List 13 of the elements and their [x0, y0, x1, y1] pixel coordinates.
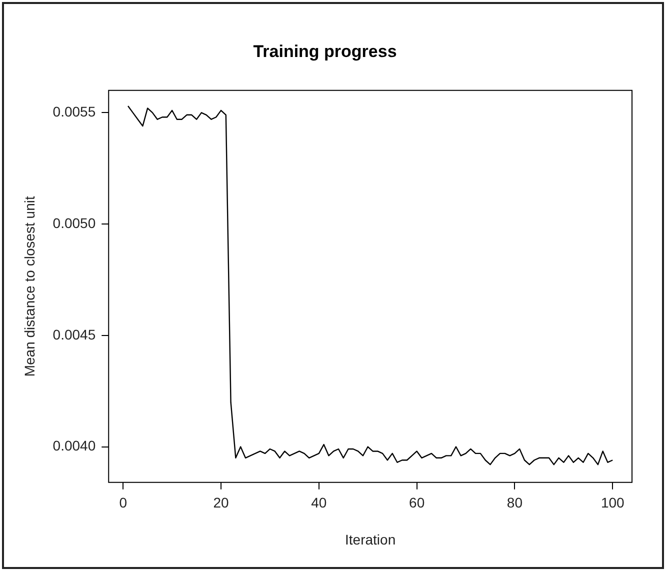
- x-tick-label: 0: [119, 494, 128, 511]
- y-tick-label: 0.0055: [52, 104, 96, 120]
- y-tick-label: 0.0050: [52, 214, 96, 231]
- y-tick-label: 0.0045: [52, 326, 96, 342]
- y-axis-title: Mean distance to closest unit: [21, 196, 38, 377]
- chart-title: Training progress: [253, 42, 397, 61]
- x-tick-label: 60: [409, 494, 425, 511]
- x-tick-label: 100: [600, 494, 625, 511]
- x-axis-title: Iteration: [345, 531, 396, 548]
- x-tick-label: 40: [311, 494, 327, 511]
- y-tick-label: 0.0040: [52, 438, 96, 454]
- x-tick-label: 20: [213, 494, 230, 511]
- x-tick-label: 80: [506, 494, 523, 511]
